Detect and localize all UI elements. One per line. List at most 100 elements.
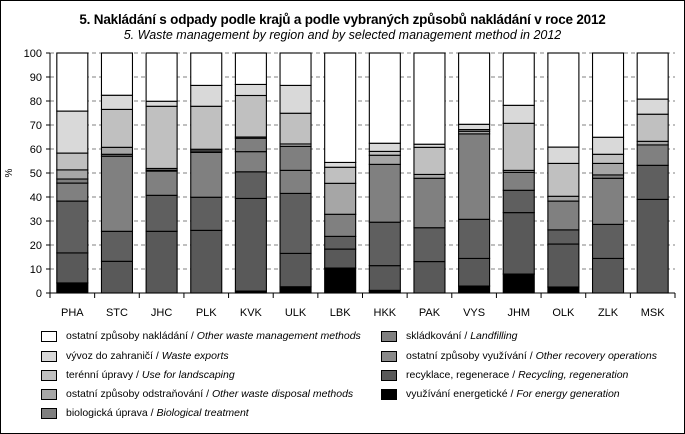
bar-stack-ulk (279, 52, 312, 294)
bar-stack-msk (636, 52, 669, 294)
legend-separator: / (509, 369, 519, 381)
bar-segment-other_disposal-lbk (324, 182, 357, 215)
legend-swatch (381, 351, 397, 362)
legend-label-cs: skládkování (406, 330, 462, 342)
bar-segment-landfilling-lbk (324, 213, 357, 237)
bar-segment-landfilling-jhm (502, 171, 535, 191)
bar-segment-other_methods-jhm (502, 52, 535, 106)
bar-segment-recycling-vys (458, 257, 491, 287)
bar-segment-landscaping-msk (636, 113, 669, 142)
bar-segment-other_recovery-kvk (234, 171, 267, 199)
legend-label: využívání energetické / For energy gener… (406, 387, 620, 401)
bar-segment-other_recovery-stc (100, 230, 134, 262)
bar-segment-other_recovery-pak (413, 227, 446, 263)
x-tick-label: HKK (374, 307, 397, 319)
y-tick-label: 80 (30, 96, 42, 108)
bar-segment-landfilling-msk (636, 144, 669, 166)
bar-segment-landscaping-pak (413, 146, 446, 175)
bar-segment-landscaping-olk (547, 162, 580, 197)
bar-segment-recycling-lbk (324, 248, 357, 269)
legend-separator: / (152, 350, 162, 362)
bar-segment-other_disposal-hkk (368, 154, 401, 165)
y-axis-label: % (4, 168, 15, 177)
legend-label-en: Other waste management methods (196, 330, 361, 342)
legend-label-cs: využívání energetické (406, 388, 508, 400)
bar-segment-recycling-kvk (234, 197, 267, 292)
bar-segment-other_disposal-stc (100, 146, 134, 155)
legend-separator: / (203, 388, 212, 400)
bar-segment-other_methods-olk (547, 52, 580, 148)
bar-stack-plk (190, 52, 223, 294)
legend-swatch (381, 389, 397, 400)
bar-segment-landscaping-jhm (502, 122, 535, 171)
legend-label-en: For energy generation (516, 388, 620, 400)
bar-segment-landfilling-ulk (279, 169, 312, 194)
x-tick-label: OLK (552, 307, 575, 319)
bar-segment-exports-zlk (591, 136, 625, 155)
bar-stack-pak (413, 52, 446, 294)
bar-segment-landscaping-pha (56, 152, 89, 171)
legend-label-en: Waste exports (161, 350, 229, 362)
chart-title: 5. Nakládání s odpady podle krajů a podl… (79, 12, 606, 27)
bar-segment-landfilling-hkk (368, 163, 401, 223)
legend-label: skládkování / Landfilling (406, 329, 518, 343)
legend-swatch (41, 351, 57, 362)
y-tick-label: 60 (30, 144, 42, 156)
legend-swatch (41, 389, 57, 400)
bar-segment-other_recovery-pha (56, 200, 89, 254)
y-tick-label: 30 (30, 216, 42, 228)
bar-stack-zlk (591, 52, 625, 294)
bar-segment-landscaping-ulk (279, 112, 312, 145)
x-tick-label: PAK (419, 307, 441, 319)
bar-segment-exports-plk (190, 84, 223, 107)
x-tick-label: ULK (285, 307, 307, 319)
legend-label-cs: biologická úprava (66, 407, 148, 419)
bar-segment-other_methods-plk (190, 52, 223, 86)
y-tick-label: 20 (30, 240, 42, 252)
bar-segment-recycling-olk (547, 243, 580, 288)
x-tick-label: MSK (641, 307, 666, 319)
bar-segment-energy-lbk (324, 267, 357, 294)
y-tick-label: 50 (30, 168, 42, 180)
bar-segment-recycling-pak (413, 261, 446, 294)
bar-segment-other_recovery-vys (458, 218, 491, 259)
bar-segment-other_disposal-olk (547, 195, 580, 202)
legend-label: ostatní způsoby nakládání / Other waste … (66, 329, 361, 343)
bar-segment-other_methods-jhc (145, 52, 178, 102)
bar-segment-exports-hkk (368, 142, 401, 152)
legend-separator: / (461, 330, 471, 342)
bar-segment-other_disposal-pha (56, 169, 89, 180)
bar-segment-landscaping-zlk (591, 153, 625, 164)
bar-segment-landscaping-plk (190, 105, 223, 150)
bar-segment-other_methods-ulk (279, 52, 312, 86)
bar-segment-recycling-ulk (279, 252, 312, 288)
bar-segment-other_recovery-zlk (591, 223, 625, 259)
bar-segment-other_recovery-ulk (279, 192, 312, 254)
y-tick-label: 100 (24, 48, 42, 60)
bar-segment-exports-olk (547, 146, 580, 164)
bar-stack-jhc (145, 52, 178, 294)
bar-segment-other_recovery-plk (190, 196, 223, 231)
bar-segment-landfilling-zlk (591, 177, 625, 225)
legend-label-en: Biological treatment (156, 407, 249, 419)
y-tick-label: 40 (30, 192, 42, 204)
bar-segment-other_recovery-olk (547, 229, 580, 245)
bar-segment-other_recovery-msk (636, 164, 669, 200)
legend-swatch (381, 370, 397, 381)
gridlines (50, 52, 675, 270)
bar-segment-landfilling-pak (413, 177, 446, 229)
legend-label-cs: terénní úpravy (66, 369, 134, 381)
bar-stack-pha (56, 52, 89, 294)
legend-label-cs: ostatní způsoby odstraňování (66, 388, 204, 400)
legend-label-cs: recyklace, regenerace (406, 369, 510, 381)
bar-segment-other_methods-vys (458, 52, 491, 125)
legend-swatch (41, 370, 57, 381)
bar-segment-exports-stc (100, 94, 134, 110)
legend-separator: / (507, 388, 517, 400)
bar-segment-exports-jhm (502, 104, 535, 124)
legend-label-cs: vývoz do zahraničí (66, 350, 153, 362)
bar-segment-landscaping-kvk (234, 94, 267, 138)
legend-label-cs: ostatní způsoby využívání (406, 350, 527, 362)
bar-segment-landfilling-jhc (145, 170, 178, 196)
bar-segment-landfilling-stc (100, 155, 134, 232)
